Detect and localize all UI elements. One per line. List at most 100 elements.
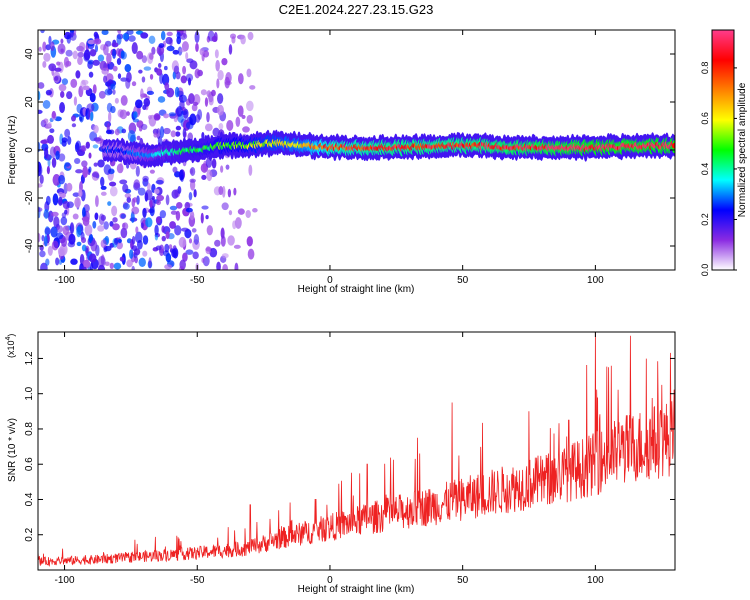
spectrogram-noise-cell [122,202,130,210]
spectrogram-noise-cell [237,208,245,215]
spectrogram-noise-cell [65,49,73,57]
spectrogram-noise-cell [156,199,161,206]
spectrogram-noise-cell [227,188,232,198]
spectrogram-noise-cell [147,182,151,192]
spectrogram-noise-cell [38,109,43,114]
spectrogram-noise-cell [77,51,85,58]
spectrogram-noise-cell [68,233,76,245]
spectrogram-noise-cell [80,145,87,152]
snr-y-label: SNR (10 * v/v) [7,418,18,482]
snr-multiplier-exponent: 4 [5,336,12,340]
spectrogram-noise-cell [221,57,228,66]
spectrogram-noise-cell [216,104,224,116]
spectrogram-noise-cell [84,224,93,236]
y-tick-label: -40 [24,238,35,253]
spectrogram-noise-cell [171,189,179,199]
spectrogram-noise-cell [142,250,148,257]
spectrogram-noise-cell [154,224,159,236]
spectrogram-noise-cell [107,201,112,206]
snr-panel: -100 -50 0 50 100 0.2 0.4 0.6 0.8 1.0 1.2 Height … [5,331,676,595]
spectrogram-noise-cell [179,32,188,40]
spectrogram-noise-cell [81,160,88,168]
spectrogram-noise-cell [42,61,47,68]
colorbar-gradient [711,29,735,271]
spectrogram-noise-cell [40,139,48,144]
spectrogram-noise-cell [194,31,200,43]
spectrogram-noise-cell [82,259,91,269]
snr-y-ticks: 0.2 0.4 0.6 0.8 1.0 1.2 [24,351,675,542]
spectrogram-noise-cell [47,134,55,144]
spectrogram-noise-cell [61,212,67,218]
spectrogram-noise-cell [129,249,134,259]
spectrogram-noise-cell [67,136,72,145]
spectrogram-noise-cell [91,170,100,181]
spectrogram-noise-cell [135,165,140,177]
colorbar-ticks: 0.0 0.2 0.4 0.6 0.8 [700,62,737,277]
spectrogram-noise-cell [124,193,132,199]
spectrogram-noise-cell [88,166,92,173]
spectrogram-noise-cell [133,179,140,189]
spectrogram-noise-cell [43,118,49,124]
spectrogram-noise-cell [88,253,97,263]
spectrogram-noise-cell [93,137,102,142]
spectrogram-noise-cell [170,130,177,138]
spectrogram-noise-cell [38,164,43,176]
spectrogram-noise-cell [116,163,124,174]
spectrogram-noise-cell [145,189,153,201]
spectrogram-noise-cell [55,257,60,266]
colorbar-tick-label: 0.0 [700,264,710,277]
spectrogram-noise-cell [148,257,152,269]
spectrogram-noise-cell [153,132,158,138]
spectrogram-noise-cell [101,67,109,75]
spectrogram-noise-cell [149,53,154,60]
spectrogram-noise-cell [93,31,99,38]
snr-frame [37,331,676,571]
spectrogram-noise-cell [241,114,246,120]
spectrogram-noise-cell [51,110,56,119]
spectrogram-noise-cell [58,196,63,206]
spectrogram-noise-cell [50,226,58,238]
spectrogram-noise-cell [155,245,162,251]
spectrogram-noise-cell [141,123,148,131]
spectrogram-noise-cell [168,112,177,117]
spectrogram-noise-cell [58,153,66,162]
spectrogram-noise-cell [185,73,194,82]
spectrogram-noise-cell [199,48,205,56]
spectrogram-noise-cell [206,225,213,236]
y-tick-label: 0.6 [24,457,35,471]
spectrogram-noise-cell [246,68,252,78]
spectrogram-noise-cell [117,73,122,80]
spectrogram-noise-cell [166,31,173,37]
spectrogram-noise-cell [217,93,224,104]
y-tick-label: 1.0 [24,386,35,400]
spectrogram-noise-cell [159,126,165,139]
spectrogram-noise-cell [181,227,189,232]
spectrogram-noise-cell [159,210,167,219]
spectrogram-noise-cell [156,68,163,76]
spectrogram-noise-cell [89,92,96,103]
spectrogram-noise-cell [176,201,183,209]
spectrogram-noise-cell [234,217,242,229]
spectrogram-noise-cell [200,212,204,224]
spectrogram-noise-cell [206,90,212,98]
spectrogram-noise-cell [201,132,205,140]
spectrogram-noise-cell [247,248,255,260]
spectrogram-noise-cell [211,35,218,42]
spectrogram-noise-cell [245,210,251,218]
spectrogram-noise-cell [163,127,171,135]
spectrogram-noise-cell [149,169,155,174]
spectrogram-noise-cell [185,249,194,255]
spectrogram-noise-cell [100,185,107,190]
spectrogram-noise-cell [100,191,107,196]
spectrogram-noise-cell [97,159,105,168]
y-tick-label: -20 [24,190,35,205]
spectrogram-noise-cell [103,75,108,83]
spectrogram-noise-cell [119,179,128,185]
spectrogram-noise-cell [42,41,47,52]
spectrogram-noise-cell [142,235,149,245]
y-tick-label: 20 [24,96,35,108]
spectrogram-noise-cell [117,238,122,243]
spectrogram-noise-cell [64,128,71,138]
figure-title: C2E1.2024.227.23.15.G23 [279,2,434,17]
